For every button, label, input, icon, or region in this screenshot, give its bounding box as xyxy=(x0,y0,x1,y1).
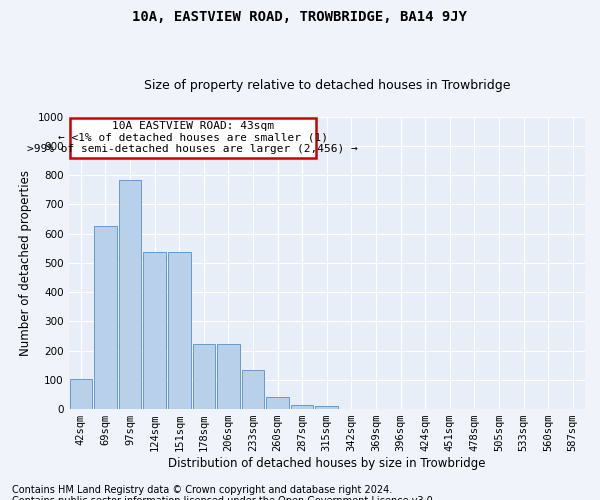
Text: Contains public sector information licensed under the Open Government Licence v3: Contains public sector information licen… xyxy=(12,496,436,500)
Text: 10A, EASTVIEW ROAD, TROWBRIDGE, BA14 9JY: 10A, EASTVIEW ROAD, TROWBRIDGE, BA14 9JY xyxy=(133,10,467,24)
Bar xyxy=(193,344,215,409)
Y-axis label: Number of detached properties: Number of detached properties xyxy=(19,170,32,356)
Title: Size of property relative to detached houses in Trowbridge: Size of property relative to detached ho… xyxy=(143,79,510,92)
Text: Contains HM Land Registry data © Crown copyright and database right 2024.: Contains HM Land Registry data © Crown c… xyxy=(12,485,392,495)
Text: >99% of semi-detached houses are larger (2,456) →: >99% of semi-detached houses are larger … xyxy=(28,144,358,154)
Bar xyxy=(266,398,289,409)
Bar xyxy=(168,252,191,409)
Bar xyxy=(143,252,166,409)
Bar xyxy=(316,406,338,409)
Text: 10A EASTVIEW ROAD: 43sqm: 10A EASTVIEW ROAD: 43sqm xyxy=(112,120,274,130)
Text: ← <1% of detached houses are smaller (1): ← <1% of detached houses are smaller (1) xyxy=(58,132,328,142)
Bar xyxy=(70,379,92,409)
Bar xyxy=(291,404,313,409)
Bar xyxy=(242,370,265,409)
FancyBboxPatch shape xyxy=(70,118,316,158)
Bar xyxy=(94,226,117,409)
Bar xyxy=(119,180,142,409)
X-axis label: Distribution of detached houses by size in Trowbridge: Distribution of detached houses by size … xyxy=(168,457,485,470)
Bar xyxy=(217,344,240,409)
